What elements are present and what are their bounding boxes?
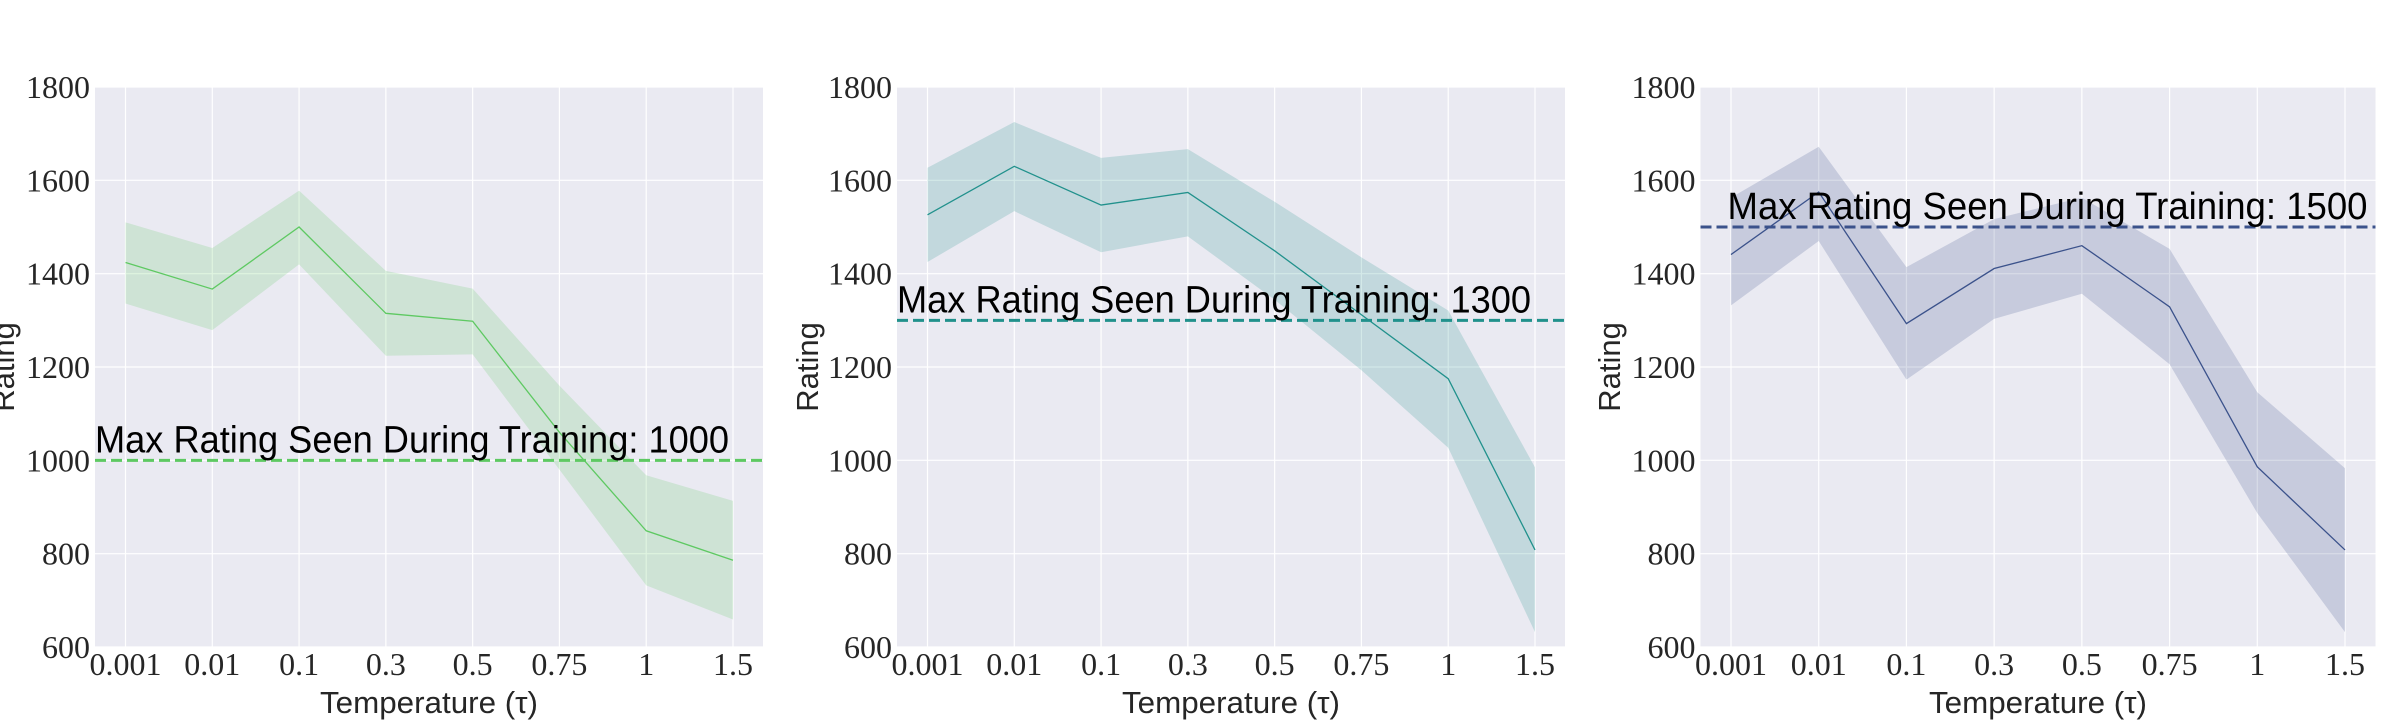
mean-line [1730,191,2346,551]
y-tick-label: 1400 [26,256,90,292]
x-tick-label: 0.01 [986,646,1042,682]
chart-panel-2: 600 800 1000 1200 1400 1600 1800 0.001 0.01 0.1 0.… [790,69,1565,720]
x-tick-label: 1.5 [2325,646,2365,682]
y-axis-label: Rating [790,322,825,412]
x-tick-label: 0.5 [453,646,493,682]
y-tick-label: 800 [42,536,90,572]
x-tick-label: 0.001 [892,646,964,682]
y-tick-label: 800 [1648,536,1696,572]
y-tick-label: 1400 [1632,256,1696,292]
y-tick-label: 600 [844,629,892,665]
x-tick-label: 0.75 [531,646,587,682]
y-tick-label: 1600 [828,162,892,198]
x-tick-label: 0.75 [1333,646,1389,682]
y-tick-label: 600 [42,629,90,665]
confidence-band [927,122,1535,633]
y-tick-label: 1000 [1632,442,1696,478]
max-rating-annotation: Max Rating Seen During Training: 1300 [897,279,1531,321]
y-tick-label: 800 [844,536,892,572]
chart-panel-1: 600 800 1000 1200 1400 1600 1800 0.001 0.01 0.1 0.… [0,69,763,720]
y-axis-label: Rating [1592,322,1627,412]
x-tick-label: 1 [1440,646,1456,682]
y-tick-label: 1200 [1632,349,1696,385]
y-tick-label: 1000 [26,442,90,478]
x-tick-label: 0.001 [1695,646,1767,682]
y-axis-label: Rating [0,322,21,412]
y-tick-label: 1800 [828,69,892,105]
y-tick-label: 1200 [828,349,892,385]
x-tick-label: 0.3 [366,646,406,682]
x-axis-label: Temperature (τ) [320,685,538,720]
y-tick-label: 600 [1648,629,1696,665]
x-tick-label: 0.75 [2142,646,2198,682]
x-tick-label: 0.1 [279,646,319,682]
x-tick-label: 1.5 [713,646,753,682]
chart-panel-3: 600 800 1000 1200 1400 1600 1800 0.001 0.01 0.1 0.… [1592,69,2376,720]
max-rating-annotation: Max Rating Seen During Training: 1500 [1728,186,2368,228]
mean-line [125,226,734,561]
mean-line [927,165,1536,551]
x-tick-label: 0.1 [1081,646,1121,682]
x-axis-label: Temperature (τ) [1929,685,2147,720]
y-tick-label: 1600 [26,162,90,198]
x-axis-label: Temperature (τ) [1122,685,1340,720]
confidence-band [1731,146,2345,633]
x-tick-label: 0.001 [90,646,162,682]
y-tick-label: 1000 [828,442,892,478]
x-tick-label: 0.5 [2062,646,2102,682]
x-tick-label: 0.01 [1791,646,1847,682]
x-tick-label: 0.1 [1886,646,1926,682]
x-tick-label: 1 [2249,646,2265,682]
x-tick-label: 0.01 [184,646,240,682]
confidence-band [125,190,733,620]
max-rating-annotation: Max Rating Seen During Training: 1000 [95,419,729,461]
y-tick-label: 1800 [1632,69,1696,105]
x-tick-label: 0.3 [1974,646,2014,682]
x-tick-label: 1 [638,646,654,682]
x-tick-label: 0.3 [1168,646,1208,682]
y-tick-label: 1200 [26,349,90,385]
x-tick-label: 1.5 [1515,646,1555,682]
y-tick-label: 1800 [26,69,90,105]
x-tick-label: 0.5 [1255,646,1295,682]
y-tick-label: 1600 [1632,162,1696,198]
y-tick-label: 1400 [828,256,892,292]
